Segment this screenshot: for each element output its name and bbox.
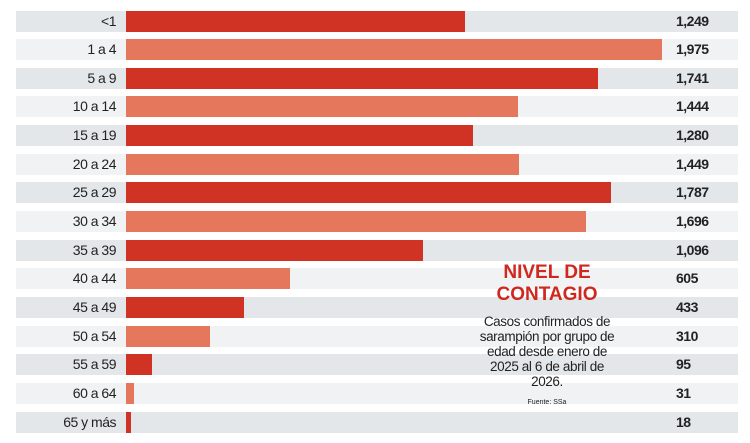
category-label: <1	[101, 12, 116, 29]
category-label: 30 a 34	[72, 213, 117, 230]
category-label: 50 a 54	[72, 327, 117, 344]
chart-annotation: NIVEL DE CONTAGIO Casos confirmados de s…	[474, 262, 620, 406]
category-label: 20 a 24	[72, 155, 117, 172]
value-label: 1,975	[676, 41, 709, 58]
value-label: 95	[676, 356, 691, 373]
bar	[126, 382, 135, 404]
bar	[126, 325, 211, 347]
bar	[126, 96, 518, 118]
row-background	[16, 354, 738, 376]
category-label: 5 a 9	[87, 69, 116, 86]
bar	[126, 10, 465, 32]
bar	[126, 67, 599, 89]
value-label: 310	[676, 327, 698, 344]
value-label: 1,096	[676, 241, 709, 258]
value-label: 1,280	[676, 127, 709, 144]
category-label: 65 y más	[63, 413, 116, 430]
value-label: 433	[676, 299, 698, 315]
value-label: 1,741	[676, 69, 709, 86]
bar	[126, 125, 474, 147]
category-label: 1 a 4	[87, 41, 116, 58]
bar	[126, 354, 152, 376]
category-label: 25 a 29	[72, 184, 117, 201]
category-label: 10 a 14	[72, 98, 117, 115]
value-label: 18	[676, 413, 691, 430]
bar	[126, 239, 424, 261]
value-label: 1,696	[676, 213, 709, 230]
bar	[126, 411, 131, 433]
chart-source: Fuente: SSa	[527, 399, 567, 406]
category-label: 55 a 59	[72, 356, 117, 373]
bar	[126, 268, 291, 290]
row-background	[16, 382, 738, 404]
category-label: 35 a 39	[72, 241, 117, 258]
value-label: 1,444	[676, 98, 709, 115]
value-label: 1,449	[676, 155, 709, 172]
bar	[126, 297, 244, 318]
category-label: 60 a 64	[72, 384, 117, 401]
row-background	[16, 411, 738, 433]
chart-subtitle: Casos confirmados de sarampión por grupo…	[479, 314, 615, 389]
row-background	[16, 297, 738, 318]
row-background	[16, 268, 738, 290]
category-label: 15 a 19	[72, 127, 117, 144]
row-background	[16, 325, 738, 347]
chart-title: NIVEL DE CONTAGIO	[496, 262, 598, 305]
bar	[126, 153, 520, 175]
value-label: 31	[676, 384, 691, 401]
value-label: 605	[676, 270, 698, 287]
category-label: 40 a 44	[72, 270, 117, 287]
bar	[126, 39, 662, 61]
category-label: 45 a 49	[72, 299, 117, 315]
value-label: 1,787	[676, 184, 709, 201]
bar	[126, 211, 587, 233]
bar	[126, 182, 611, 204]
value-label: 1,249	[676, 12, 709, 29]
